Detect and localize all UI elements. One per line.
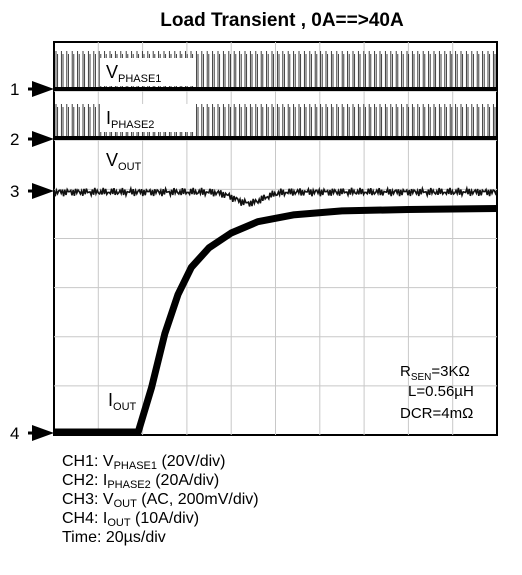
channel-markers: 1 2 3 4 [10, 80, 54, 443]
channel-marker-arrow-4 [32, 425, 54, 441]
rsen-annotation: RSEN=3KΩ [400, 363, 470, 383]
grid [54, 42, 497, 435]
channel-marker-arrow-1 [32, 81, 54, 97]
dcr-annotation: DCR=4mΩ [400, 405, 473, 422]
chart-title: Load Transient , 0A==>40A [160, 10, 404, 31]
channel-marker-label-1: 1 [10, 80, 19, 99]
trace-label-vphase1: VPHASE1 [106, 62, 161, 85]
trace-iout [54, 205, 498, 436]
channel-marker-arrow-2 [32, 131, 54, 147]
circuit-annotations: RSEN=3KΩ L=0.56µH DCR=4mΩ [400, 363, 474, 422]
legend-line-ch3: CH3: VOUT (AC, 200mV/div) [62, 491, 259, 510]
legend-line-ch2: CH2: IPHASE2 (20A/div) [62, 472, 220, 491]
channel-marker-label-4: 4 [10, 424, 19, 443]
legend-line-ch4: CH4: IOUT (10A/div) [62, 510, 200, 529]
trace-vout [53, 185, 498, 207]
trace-label-vout: VOUT [106, 150, 142, 173]
legend-line-ch1: CH1: VPHASE1 (20V/div) [62, 453, 226, 472]
channel-marker-arrow-3 [32, 183, 54, 199]
legend-line-time: Time: 20µs/div [62, 529, 166, 546]
trace-label-iout: IOUT [108, 390, 137, 413]
trace-label-iphase2: IPHASE2 [106, 108, 154, 131]
channel-legend: CH1: VPHASE1 (20V/div) CH2: IPHASE2 (20A… [62, 452, 259, 547]
channel-marker-label-2: 2 [10, 130, 19, 149]
channel-marker-label-3: 3 [10, 182, 19, 201]
inductance-annotation: L=0.56µH [408, 383, 474, 400]
